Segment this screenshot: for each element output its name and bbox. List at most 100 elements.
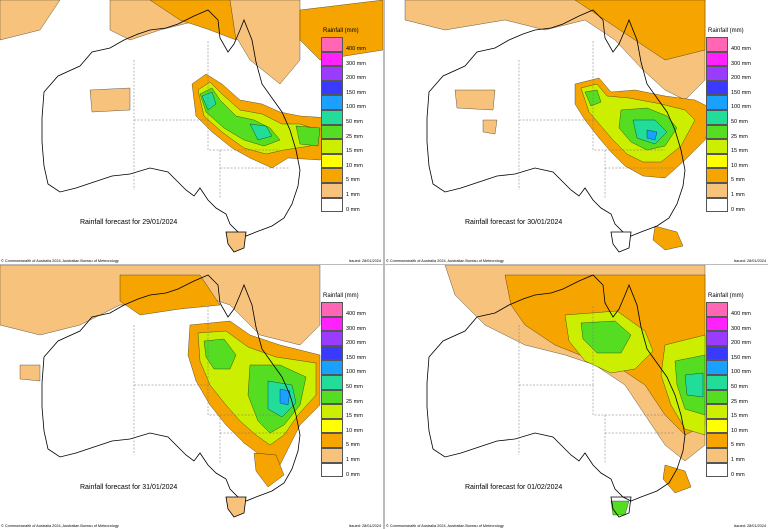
legend-row: 100 mm [321,360,375,375]
legend-row: 15 mm [321,139,375,154]
legend-label: 300 mm [346,60,366,67]
legend-row: 0 mm [321,462,375,478]
legend-label: 25 mm [731,133,748,140]
legend-row: 150 mm [706,345,760,361]
legend-swatch [321,331,343,346]
legend-swatch [706,462,728,478]
legend-label: 10 mm [731,162,748,169]
legend-row: 50 mm [321,109,375,125]
legend-swatch [321,404,343,419]
legend-row: 300 mm [706,51,760,67]
legend-label: 5 mm [346,177,360,184]
forecast-panel-1: Rainfall (mm) 400 mm 300 mm 200 mm 150 mm 10… [0,0,383,264]
legend-swatch [321,374,343,390]
legend-row: 150 mm [321,80,375,96]
legend-label: 300 mm [731,325,751,332]
legend-swatch [706,389,728,405]
legend-swatch [706,447,728,463]
issued-date: Issued: 28/01/2024 [733,259,766,263]
legend-row: 0 mm [706,462,760,478]
legend-swatch [706,153,728,169]
legend-swatch [706,418,728,434]
legend-swatch [321,109,343,125]
legend-row: 1 mm [321,447,375,463]
legend-label: 1 mm [346,456,360,463]
legend-swatch [321,37,343,52]
legend-swatch [321,66,343,81]
legend-label: 1 mm [346,191,360,198]
legend-swatch [706,168,728,183]
legend-label: 100 mm [346,369,366,376]
legend-row: 300 mm [321,51,375,67]
legend-swatch [321,389,343,405]
copyright-credit: © Commonwealth of Australia 2024, Austra… [1,524,119,528]
legend-swatch [321,418,343,434]
legend-swatch [706,80,728,96]
legend-swatch [706,37,728,52]
legend-label: 5 mm [731,177,745,184]
legend-row: 150 mm [706,80,760,96]
legend-title: Rainfall (mm) [708,28,744,34]
copyright-credit: © Commonwealth of Australia 2024, Austra… [386,259,504,263]
legend-label: 25 mm [346,398,363,405]
legend: Rainfall (mm) 400 mm 300 mm 200 mm 150 mm 10… [706,293,760,478]
forecast-caption: Rainfall forecast for 31/01/2024 [80,484,178,491]
legend-label: 0 mm [346,206,360,213]
legend-swatch [706,302,728,317]
legend-row: 25 mm [706,389,760,405]
legend-label: 5 mm [346,442,360,449]
legend-label: 200 mm [731,75,751,82]
legend-label: 10 mm [346,427,363,434]
legend-swatch [321,197,343,213]
legend-row: 5 mm [321,433,375,448]
legend-label: 50 mm [731,118,748,125]
legend-swatch [321,462,343,478]
legend-row: 100 mm [706,360,760,375]
legend-swatch [706,331,728,346]
legend-swatch [321,345,343,361]
legend-swatch [321,360,343,375]
legend-swatch [706,404,728,419]
legend-swatch [321,433,343,448]
rainfall-map [385,265,768,529]
legend-label: 10 mm [731,427,748,434]
legend-row: 400 mm [706,37,760,52]
legend-label: 200 mm [346,340,366,347]
forecast-panel-4: Rainfall (mm) 400 mm 300 mm 200 mm 150 mm 10… [385,265,768,529]
copyright-credit: © Commonwealth of Australia 2024, Austra… [1,259,119,263]
legend-title: Rainfall (mm) [708,293,744,299]
legend-label: 10 mm [346,162,363,169]
legend-label: 400 mm [731,311,751,317]
legend-row: 25 mm [321,124,375,140]
legend-row: 300 mm [706,316,760,332]
legend: Rainfall (mm) 400 mm 300 mm 200 mm 150 mm 10… [321,293,375,478]
legend-row: 200 mm [706,331,760,346]
forecast-caption: Rainfall forecast for 30/01/2024 [465,219,563,226]
legend-row: 1 mm [706,182,760,198]
legend-swatch [321,95,343,110]
legend-label: 50 mm [346,383,363,390]
forecast-caption: Rainfall forecast for 01/02/2024 [465,484,563,491]
legend-swatch [706,197,728,213]
legend-swatch [706,124,728,140]
legend-row: 10 mm [321,153,375,169]
legend-row: 100 mm [321,95,375,110]
legend-label: 15 mm [731,413,748,420]
legend-swatch [706,345,728,361]
legend-swatch [321,182,343,198]
legend-label: 15 mm [731,148,748,155]
legend-swatch [706,374,728,390]
legend-label: 300 mm [346,325,366,332]
legend-label: 400 mm [346,46,366,52]
legend-swatch [706,433,728,448]
legend-label: 150 mm [731,89,751,96]
legend-swatch [706,51,728,67]
legend-label: 1 mm [731,456,745,463]
legend-row: 400 mm [321,37,375,52]
legend-swatch [321,153,343,169]
legend-label: 300 mm [731,60,751,67]
legend-label: 150 mm [731,354,751,361]
legend-swatch [321,139,343,154]
legend-row: 200 mm [706,66,760,81]
issued-date: Issued: 28/01/2024 [733,524,766,528]
